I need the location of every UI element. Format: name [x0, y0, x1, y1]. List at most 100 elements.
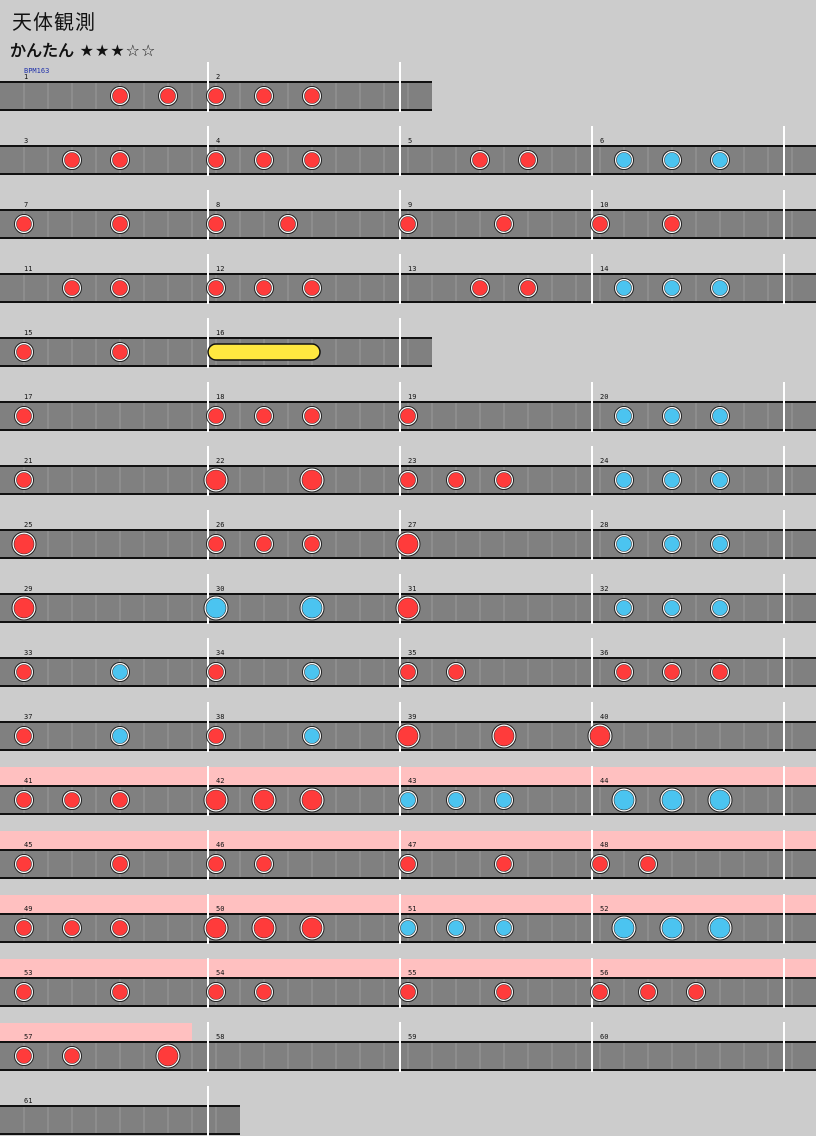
gogo-band: [0, 1023, 192, 1041]
measure-number: 41: [24, 777, 32, 785]
don-face: [16, 984, 32, 1000]
drumroll-note: [207, 343, 321, 361]
don-face: [16, 920, 32, 936]
don-face: [280, 216, 296, 232]
don-face: [448, 472, 464, 488]
measure-number: 44: [600, 777, 608, 785]
don-face: [208, 536, 224, 552]
ka-face: [400, 792, 416, 808]
song-title: 天体観測: [12, 10, 96, 34]
ka-face: [661, 917, 683, 939]
gogo-band: [0, 831, 816, 849]
measure-number: 25: [24, 521, 32, 529]
measure-number: 43: [408, 777, 416, 785]
ka-face: [400, 920, 416, 936]
don-face: [256, 536, 272, 552]
don-face: [301, 789, 323, 811]
don-face: [160, 88, 176, 104]
ka-face: [664, 280, 680, 296]
don-face: [16, 408, 32, 424]
measure-number: 61: [24, 1097, 32, 1105]
ka-face: [496, 920, 512, 936]
measure-number: 42: [216, 777, 224, 785]
don-face: [640, 856, 656, 872]
ka-face: [616, 472, 632, 488]
measure-number: 53: [24, 969, 32, 977]
don-face: [208, 728, 224, 744]
don-face: [640, 984, 656, 1000]
ka-face: [112, 728, 128, 744]
measure-number: 37: [24, 713, 32, 721]
ka-face: [664, 152, 680, 168]
don-face: [592, 856, 608, 872]
don-face: [400, 408, 416, 424]
don-face: [304, 152, 320, 168]
don-face: [496, 472, 512, 488]
don-face: [253, 917, 275, 939]
difficulty-label: かんたん: [10, 41, 75, 60]
measure-number: 49: [24, 905, 32, 913]
don-face: [592, 216, 608, 232]
measure-number: 35: [408, 649, 416, 657]
measure-number: 2: [216, 73, 220, 81]
don-face: [16, 728, 32, 744]
don-face: [112, 280, 128, 296]
measure-number: 5: [408, 137, 412, 145]
don-face: [208, 856, 224, 872]
don-face: [256, 280, 272, 296]
don-face: [472, 152, 488, 168]
ka-face: [709, 789, 731, 811]
don-face: [304, 408, 320, 424]
ka-face: [712, 472, 728, 488]
don-face: [256, 408, 272, 424]
don-face: [400, 472, 416, 488]
don-face: [400, 664, 416, 680]
don-face: [16, 792, 32, 808]
don-face: [448, 664, 464, 680]
measure-number: 50: [216, 905, 224, 913]
don-face: [208, 280, 224, 296]
measure-number: 27: [408, 521, 416, 529]
measure-number: 34: [216, 649, 224, 657]
ka-face: [661, 789, 683, 811]
don-face: [397, 533, 419, 555]
don-face: [589, 725, 611, 747]
ka-face: [712, 280, 728, 296]
measure-number: 13: [408, 265, 416, 273]
measure-number: 48: [600, 841, 608, 849]
ka-face: [616, 280, 632, 296]
don-face: [256, 984, 272, 1000]
don-face: [472, 280, 488, 296]
don-face: [256, 856, 272, 872]
don-face: [112, 920, 128, 936]
don-face: [592, 984, 608, 1000]
measure-number: 8: [216, 201, 220, 209]
measure-number: 36: [600, 649, 608, 657]
bpm-label: BPM163: [24, 67, 49, 75]
measure-number: 11: [24, 265, 32, 273]
don-face: [301, 917, 323, 939]
ka-face: [616, 600, 632, 616]
measure-number: 55: [408, 969, 416, 977]
ka-face: [709, 917, 731, 939]
don-face: [205, 469, 227, 491]
don-face: [112, 856, 128, 872]
ka-face: [712, 152, 728, 168]
don-face: [205, 917, 227, 939]
measure-number: 17: [24, 393, 32, 401]
measure-number: 12: [216, 265, 224, 273]
don-face: [253, 789, 275, 811]
ka-face: [304, 728, 320, 744]
measure-number: 19: [408, 393, 416, 401]
measure-number: 39: [408, 713, 416, 721]
measure-number: 31: [408, 585, 416, 593]
ka-face: [712, 536, 728, 552]
measure-number: 1: [24, 73, 28, 81]
measure-number: 10: [600, 201, 608, 209]
don-face: [208, 664, 224, 680]
don-face: [256, 88, 272, 104]
gogo-band: [0, 959, 816, 977]
measure-number: 33: [24, 649, 32, 657]
measure-number: 52: [600, 905, 608, 913]
don-face: [400, 984, 416, 1000]
